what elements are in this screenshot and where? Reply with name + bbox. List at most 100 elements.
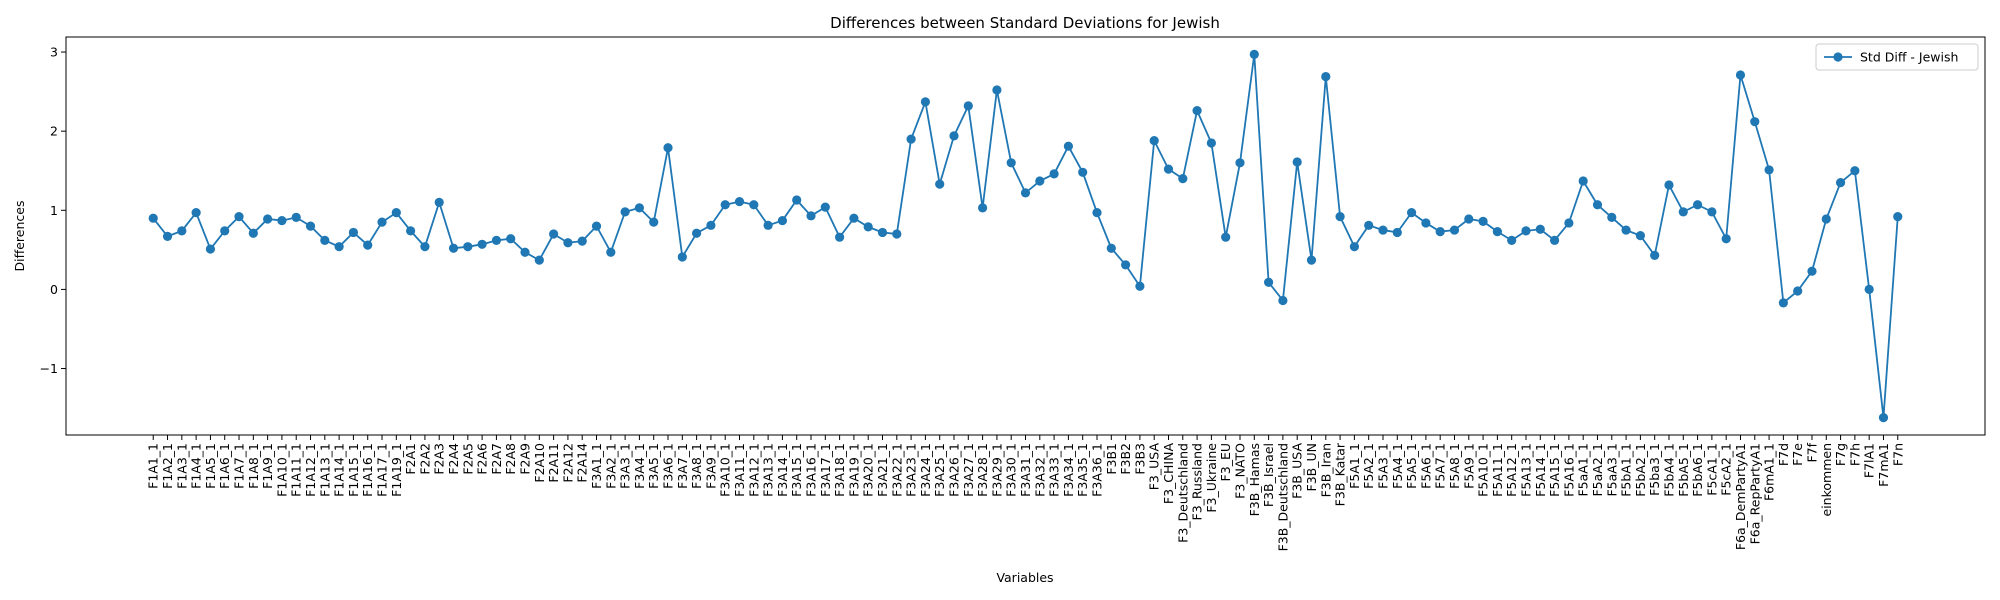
chart-title: Differences between Standard Deviations …: [830, 14, 1220, 32]
x-tick-label: F3A23_1: [904, 443, 919, 497]
point: [1464, 214, 1474, 224]
x-tick-label: F3_Ukraine: [1204, 443, 1219, 513]
point: [763, 220, 773, 230]
x-tick-label: F7d: [1776, 443, 1791, 466]
x-tick-label: F6a_DemPartyA1: [1733, 443, 1748, 550]
point: [806, 211, 816, 221]
x-tick-label: F1A15_1: [346, 443, 361, 497]
point: [491, 235, 502, 245]
x-tick-label: F3A16_1: [804, 443, 819, 497]
point: [949, 131, 959, 141]
x-tick-label: F3B2: [1118, 443, 1133, 475]
point: [1278, 295, 1288, 306]
point: [1664, 180, 1674, 190]
point: [1449, 225, 1460, 235]
point: [177, 226, 187, 236]
x-tick-label: F3A32_1: [1032, 443, 1047, 497]
point: [1692, 200, 1703, 210]
x-tick-label: F3A8_1: [689, 443, 704, 489]
x-tick-label: F1A12_1: [303, 443, 318, 497]
x-tick-label: F5aA1_1: [1576, 443, 1591, 497]
y-tick-label: 3: [50, 45, 58, 60]
x-tick-label: F5aA3_1: [1604, 443, 1619, 497]
x-tick-label: F5cA2_1: [1719, 443, 1734, 496]
point: [506, 234, 516, 244]
x-tick-label: F3B_USA: [1290, 443, 1305, 499]
point: [863, 222, 873, 232]
point: [406, 226, 416, 236]
point: [534, 255, 544, 265]
point: [1263, 277, 1274, 287]
x-tick-label: F5cA1_1: [1704, 443, 1719, 496]
point: [1821, 214, 1831, 224]
x-tick-label: F3_Deutschland: [1175, 443, 1190, 543]
point: [1764, 165, 1774, 175]
x-tick-label: F3B_Hamas: [1247, 443, 1262, 516]
point: [720, 200, 730, 210]
x-tick-label: F5bA4_1: [1661, 443, 1676, 497]
x-tick-label: F5A15_1: [1547, 443, 1562, 497]
point: [1721, 234, 1731, 244]
point: [849, 213, 859, 223]
point: [1592, 200, 1603, 210]
point: [1793, 286, 1803, 296]
x-tick-label: F5A5_1: [1404, 443, 1419, 489]
x-tick-label: F1A13_1: [317, 443, 332, 497]
point: [749, 200, 759, 210]
point: [1678, 207, 1688, 217]
x-tick-label: F3B_Iran: [1318, 443, 1333, 497]
x-tick-label: F2A8: [503, 443, 518, 475]
x-tick-label: F5A11_1: [1490, 443, 1505, 497]
point: [1178, 174, 1188, 184]
x-tick-label: F2A3: [432, 443, 447, 475]
x-tick-label: F5bA1_1: [1619, 443, 1634, 497]
x-tick-label: F5A7_1: [1433, 443, 1448, 489]
point: [1650, 250, 1660, 260]
y-axis-label: Differences: [12, 201, 27, 272]
point: [1835, 177, 1846, 188]
point: [1492, 227, 1502, 237]
x-tick-label: F3A26_1: [947, 443, 962, 497]
x-tick-label: F3A14_1: [775, 443, 790, 497]
x-tick-label: F5A9_1: [1461, 443, 1476, 489]
x-tick-label: F5A14_1: [1533, 443, 1548, 497]
x-tick-label: F1A3_1: [174, 443, 189, 489]
x-tick-label: F3B_Katar: [1333, 442, 1348, 506]
point: [1321, 71, 1331, 82]
point: [620, 207, 630, 217]
point: [1521, 226, 1531, 236]
x-tick-label: F3A13_1: [761, 443, 776, 497]
x-tick-label: F5A6_1: [1418, 443, 1433, 489]
point: [1578, 176, 1588, 186]
point: [792, 195, 802, 205]
point: [1106, 243, 1116, 253]
point: [677, 252, 687, 262]
point: [1135, 281, 1145, 291]
point: [1878, 412, 1889, 423]
point: [420, 242, 430, 252]
point: [634, 203, 645, 213]
x-tick-label: F5A3_1: [1375, 443, 1390, 489]
point: [1607, 212, 1617, 223]
x-tick-label: F7e: [1790, 443, 1805, 466]
point: [162, 231, 173, 241]
point: [1049, 169, 1059, 179]
point: [1006, 158, 1016, 168]
point: [992, 85, 1002, 95]
x-tick-label: F3A15_1: [789, 443, 804, 497]
point: [1335, 212, 1345, 222]
point: [1507, 235, 1517, 245]
x-tick-label: F5A1_1: [1347, 443, 1362, 489]
point: [1807, 266, 1817, 276]
x-tick-label: F3A7_1: [675, 443, 690, 489]
point: [1850, 166, 1860, 176]
x-tick-label: F5A16_1: [1561, 443, 1576, 497]
point: [649, 217, 659, 227]
point: [1192, 105, 1202, 116]
point: [1378, 225, 1388, 235]
point: [205, 244, 216, 254]
point: [363, 240, 373, 250]
x-axis-label: Variables: [996, 570, 1053, 585]
